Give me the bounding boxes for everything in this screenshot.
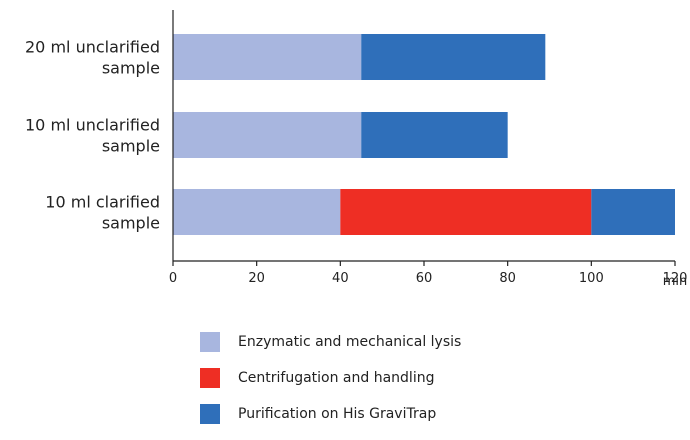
category-label-1: 20 ml unclarified sample bbox=[25, 38, 160, 78]
category-label-3: 10 ml clarified sample bbox=[45, 193, 160, 233]
legend-item-3: Purification on His GraviTrap bbox=[200, 404, 461, 424]
legend-swatch-1 bbox=[200, 332, 220, 352]
bar-segment-2-1 bbox=[173, 112, 362, 158]
x-tick-label-6: 100 bbox=[579, 271, 604, 286]
legend-swatch-3 bbox=[200, 404, 220, 424]
legend-label-3: Purification on His GraviTrap bbox=[238, 406, 437, 422]
legend-swatch-2 bbox=[200, 368, 220, 388]
x-tick-label-5: 80 bbox=[499, 271, 516, 286]
bar-segment-3-2 bbox=[340, 189, 592, 235]
x-tick-label-2: 20 bbox=[248, 271, 265, 286]
legend-label-2: Centrifugation and handling bbox=[238, 370, 435, 386]
bar-segment-3-3 bbox=[591, 189, 675, 235]
legend: Enzymatic and mechanical lysis Centrifuga… bbox=[200, 332, 461, 440]
bar-segment-1-1 bbox=[173, 34, 362, 80]
x-tick-label-3: 40 bbox=[332, 271, 349, 286]
x-unit-label: min bbox=[663, 274, 688, 289]
bar-segment-3-1 bbox=[173, 189, 341, 235]
x-tick-label-7: 120 bbox=[663, 271, 688, 286]
bar-segment-1-3 bbox=[361, 34, 546, 80]
legend-item-2: Centrifugation and handling bbox=[200, 368, 461, 388]
x-tick-label-4: 60 bbox=[416, 271, 433, 286]
legend-item-1: Enzymatic and mechanical lysis bbox=[200, 332, 461, 352]
bar-segment-2-3 bbox=[361, 112, 508, 158]
x-tick-label-1: 0 bbox=[169, 271, 177, 286]
legend-label-1: Enzymatic and mechanical lysis bbox=[238, 334, 462, 350]
category-label-2: 10 ml unclarified sample bbox=[25, 116, 160, 156]
